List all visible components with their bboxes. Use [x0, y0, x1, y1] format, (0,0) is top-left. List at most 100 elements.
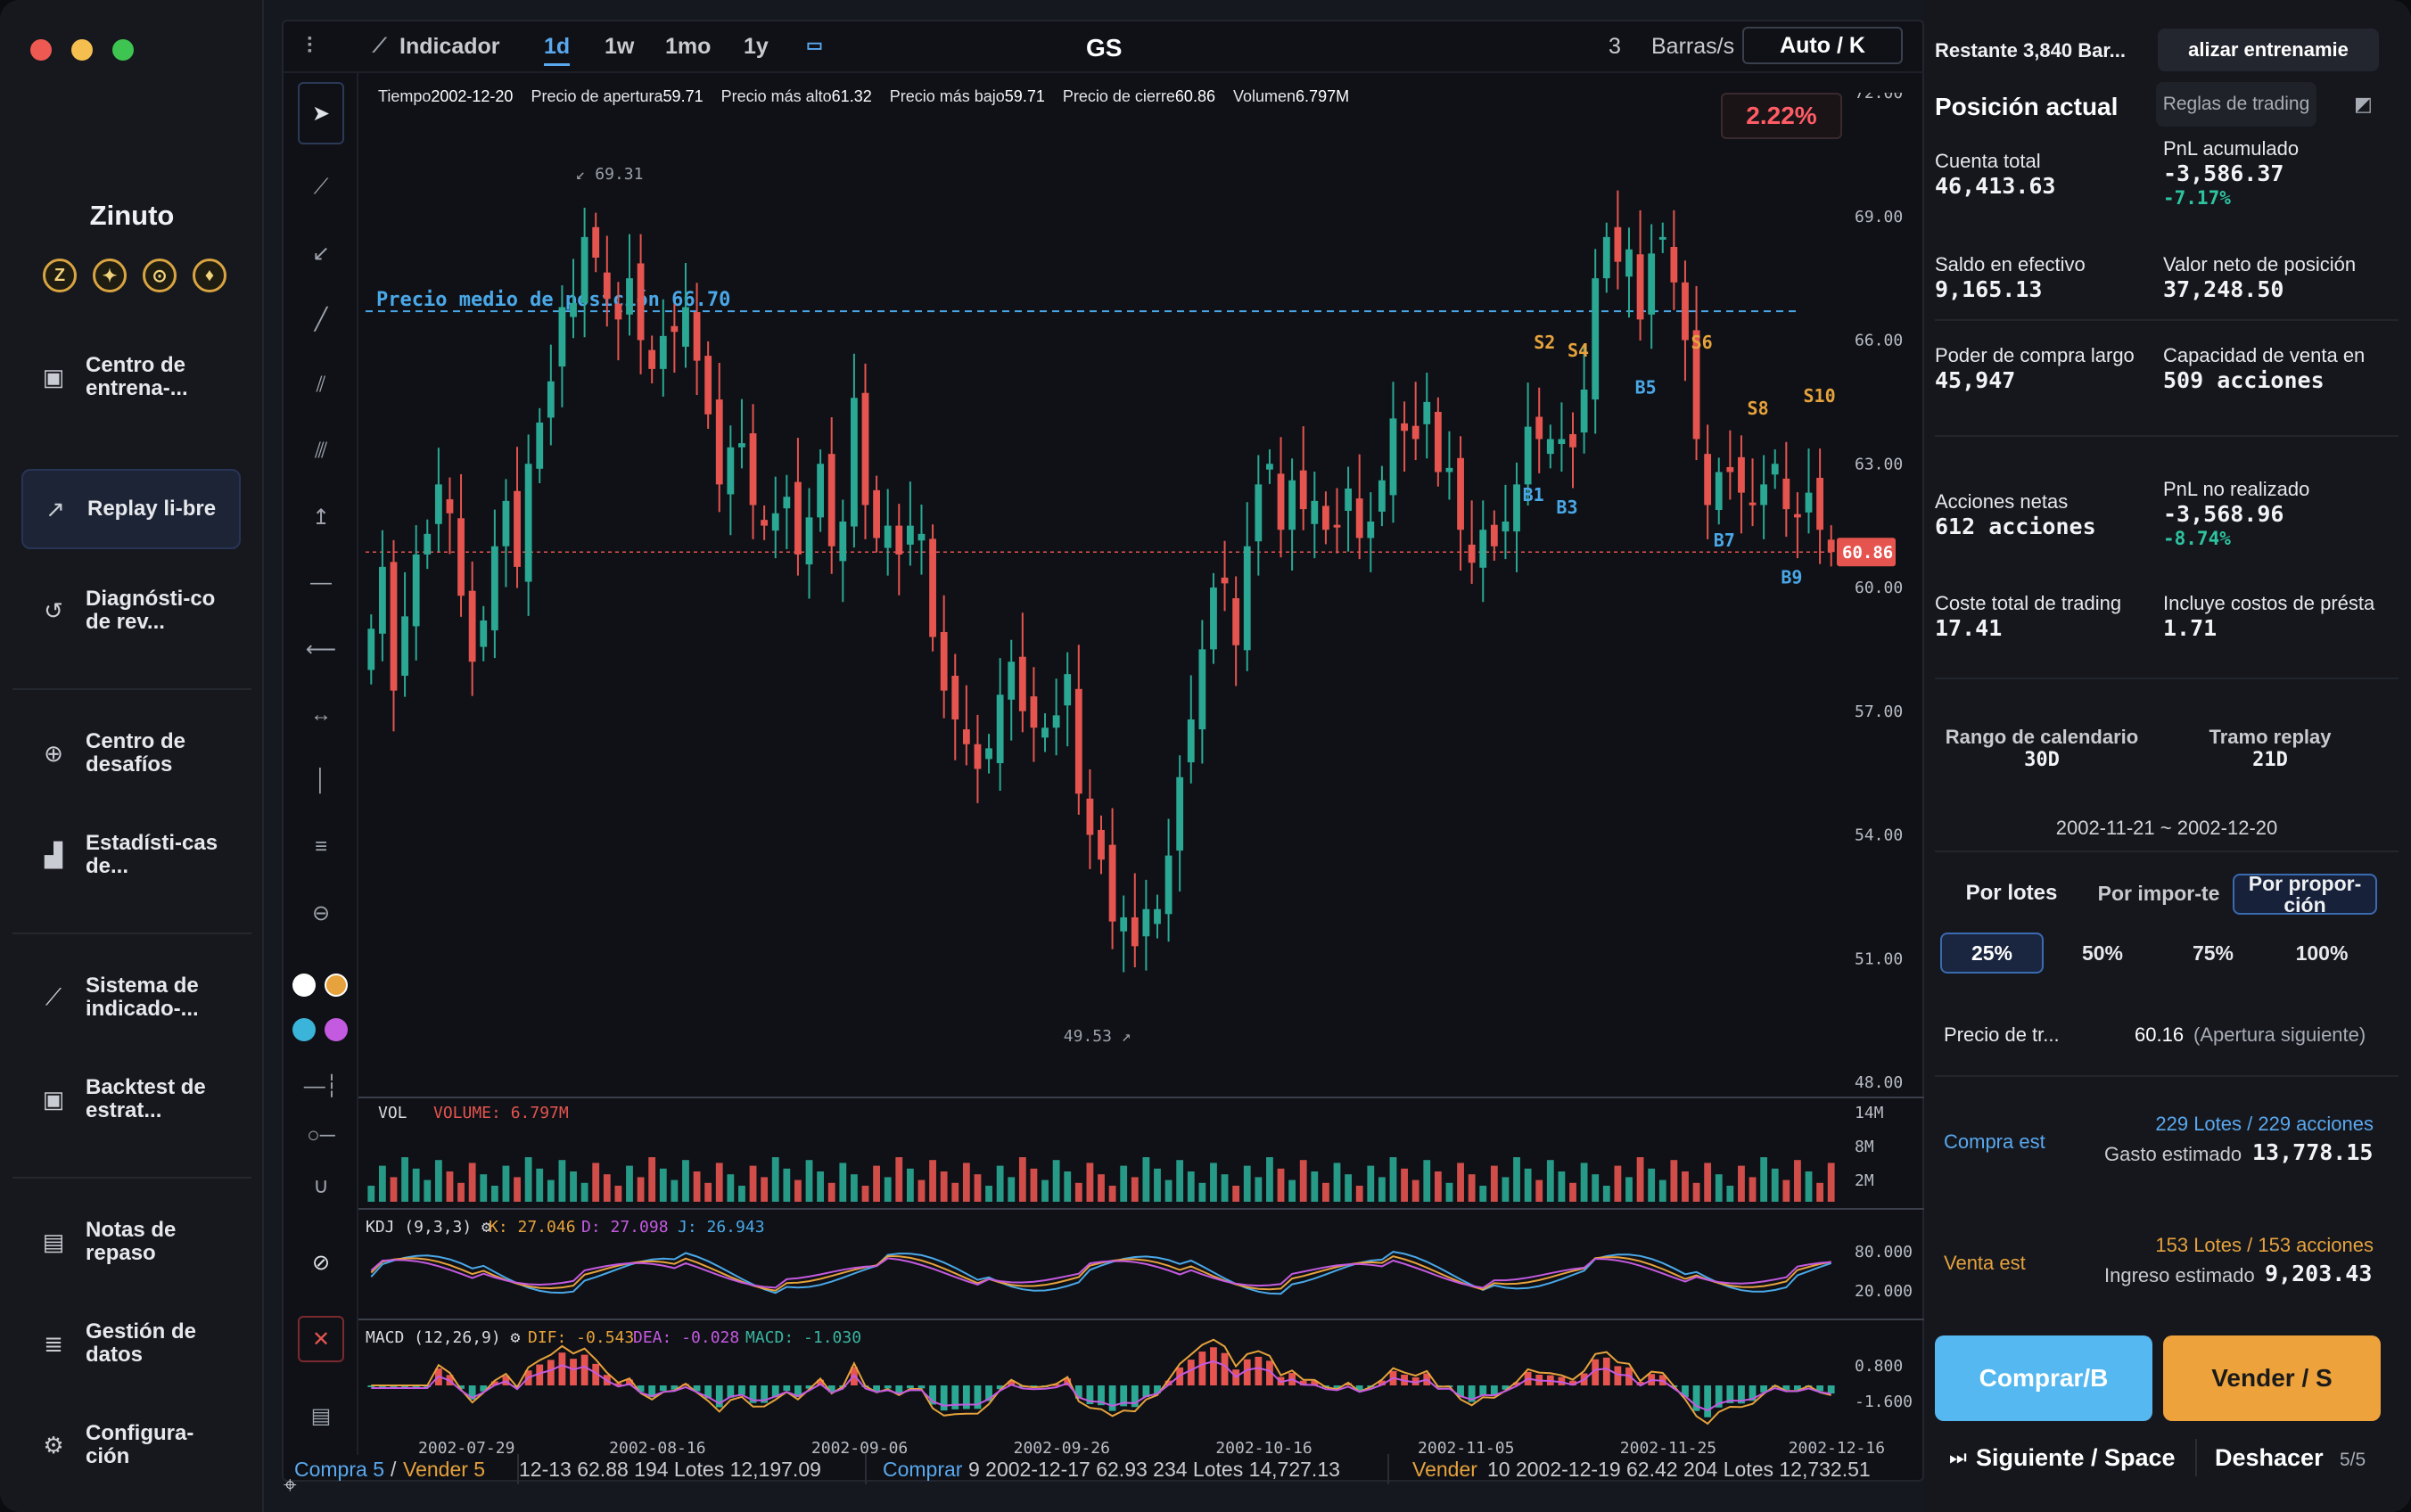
ray-tool-icon[interactable]: ↙	[311, 241, 331, 266]
hide-drawings-icon[interactable]: ⊘	[311, 1250, 331, 1275]
purple-swatch-icon[interactable]	[325, 1018, 348, 1041]
cursor-tool-icon[interactable]: ➤	[298, 82, 344, 144]
tab-1w[interactable]: 1w	[605, 34, 635, 59]
trade-record[interactable]: 10 2002-12-19 62.42 204 Lotes 12,732.51	[1487, 1457, 1871, 1481]
wallet-icon[interactable]: ◩	[2354, 93, 2373, 115]
width-slider-icon[interactable]: ○─	[307, 1123, 335, 1147]
measure-tool-icon[interactable]: ⊖	[311, 900, 331, 925]
sidebar-item-training-center[interactable]: ▣ Centro de entrena-...	[21, 337, 241, 417]
price-axis-tick: 48.00	[1855, 1073, 1903, 1092]
arrow-up-tool-icon[interactable]: ↥	[311, 505, 331, 530]
horizontal-ray-icon[interactable]: ⟵	[305, 637, 337, 662]
candle-body	[390, 562, 398, 691]
speed-value[interactable]: 3	[1609, 34, 1621, 59]
candles-icon[interactable]: ⫶	[307, 34, 313, 59]
coin-icon[interactable]: Z	[43, 259, 77, 292]
fib-tool-icon[interactable]: ≡	[314, 834, 327, 859]
sell-marker: S10	[1804, 385, 1836, 407]
vertical-line-icon[interactable]: │	[314, 768, 328, 793]
macd-hist-bar	[1255, 1356, 1263, 1385]
auto-k-button[interactable]: Auto / K	[1742, 27, 1903, 64]
buy-button[interactable]: Comprar/B	[1935, 1335, 2152, 1421]
coin-icon[interactable]: ♦	[193, 259, 226, 292]
indicator-button[interactable]: Indicador	[399, 34, 500, 59]
sell-button[interactable]: Vender / S	[2163, 1335, 2381, 1421]
macd-hist-bar	[940, 1385, 948, 1411]
line-style-icon[interactable]: —┆	[303, 1073, 339, 1098]
price-chart[interactable]: 72.00 69.00 66.00 63.00 60.00 57.00 54.00 51.00…	[284, 93, 1926, 1483]
tab-by-amount[interactable]: Por impor-te	[2097, 882, 2220, 905]
symbol-title: GS	[1086, 34, 1123, 62]
candle-body	[1546, 439, 1554, 455]
macd-hist-bar	[1008, 1380, 1016, 1385]
pct-75-button[interactable]: 75%	[2192, 941, 2234, 965]
cyan-swatch-icon[interactable]	[292, 1018, 316, 1041]
calendar-range-value: 30D	[2024, 749, 2060, 771]
macd-hist-bar	[1816, 1385, 1824, 1392]
tab-by-lots[interactable]: Por lotes	[1965, 881, 2058, 905]
macd-hist-bar	[749, 1385, 757, 1403]
trade-record[interactable]: 12-13 62.88 194 Lotes 12,197.09	[519, 1457, 821, 1481]
macd-hist-bar	[1052, 1384, 1060, 1386]
macd-hist-bar	[929, 1385, 936, 1405]
volume-bar	[1389, 1157, 1397, 1202]
volume-bar	[1738, 1165, 1745, 1202]
macd-hist-bar	[1468, 1385, 1476, 1402]
trade-record[interactable]: 9 2002-12-17 62.93 234 Lotes 14,727.13	[968, 1457, 1340, 1481]
coin-icon[interactable]: ⊙	[143, 259, 177, 292]
summary-sep: /	[391, 1457, 397, 1481]
pct-25-button[interactable]: 25%	[1940, 933, 2044, 974]
sidebar-item-review-diagnosis[interactable]: ↺ Diagnósti-co de rev...	[21, 571, 241, 651]
close-window-button[interactable]	[30, 39, 52, 61]
change-badge: 2.22%	[1721, 93, 1842, 139]
database-icon: ≣	[44, 1329, 63, 1357]
candle-body	[1221, 577, 1229, 584]
coin-icon[interactable]: ✦	[93, 259, 127, 292]
kdj-axis-tick: 20.000	[1855, 1282, 1913, 1301]
volume-bar	[1558, 1171, 1566, 1202]
candle-body	[794, 481, 802, 555]
tab-by-proportion[interactable]: Por propor-ción	[2233, 874, 2377, 915]
pct-50-button[interactable]: 50%	[2081, 941, 2124, 965]
replay-range-value: 21D	[2252, 749, 2288, 771]
next-button[interactable]: Siguiente / Space	[1976, 1444, 2176, 1471]
sidebar-item-challenges[interactable]: ⊕ Centro de desafíos	[21, 713, 241, 793]
maximize-window-button[interactable]	[112, 39, 134, 61]
sidebar-item-backtest[interactable]: ▣ Backtest de estrat...	[21, 1059, 241, 1139]
undo-button[interactable]: Deshacer	[2215, 1444, 2324, 1471]
notes-icon[interactable]: ▤	[310, 1403, 332, 1428]
sidebar-item-data[interactable]: ≣ Gestión de datos	[21, 1303, 241, 1384]
orange-swatch-icon[interactable]	[325, 974, 348, 997]
tab-1d[interactable]: 1d	[544, 34, 571, 66]
sidebar-item-free-replay[interactable]: ↗ Replay li-bre	[21, 469, 241, 549]
delete-drawings-icon[interactable]: ✕	[298, 1316, 344, 1362]
finish-training-button[interactable]: alizar entrenamie	[2158, 29, 2379, 71]
screen-icon[interactable]: ▭	[806, 36, 823, 55]
sidebar-item-notes[interactable]: ▤ Notas de repaso	[21, 1202, 241, 1282]
segment-tool-icon[interactable]: ↔	[310, 703, 332, 727]
tab-1mo[interactable]: 1mo	[665, 34, 712, 59]
position-panel	[1924, 0, 2411, 1512]
trading-rules-button[interactable]: Reglas de trading	[2156, 82, 2316, 127]
channel-tool-icon[interactable]: ⫽	[316, 373, 326, 397]
volume-bar	[1401, 1168, 1408, 1202]
horizontal-line-icon[interactable]: —	[310, 571, 332, 595]
volume-bar	[1434, 1171, 1442, 1202]
volume-bar	[1311, 1171, 1319, 1202]
parallel-tool-icon[interactable]: ⫻	[314, 439, 328, 463]
white-swatch-icon[interactable]	[292, 974, 316, 997]
magnet-icon[interactable]: ∪	[313, 1173, 329, 1198]
date-axis-tick: 2002-11-05	[1418, 1439, 1514, 1458]
tab-1y[interactable]: 1y	[744, 34, 769, 59]
divider	[1935, 319, 2399, 321]
sidebar-item-settings[interactable]: ⚙ Configura-ción	[21, 1405, 241, 1485]
macd-hist-bar	[1479, 1385, 1487, 1396]
trend-tool-icon[interactable]: ╱	[314, 307, 328, 332]
pct-100-button[interactable]: 100%	[2295, 941, 2349, 965]
sidebar-item-indicators[interactable]: ⟋ Sistema de indicado-...	[21, 957, 241, 1038]
minimize-window-button[interactable]	[71, 39, 93, 61]
volume-bar	[1322, 1182, 1329, 1202]
sidebar-item-statistics[interactable]: ▟ Estadísti-cas de...	[21, 815, 241, 895]
line-tool-icon[interactable]: ⟋	[313, 175, 329, 199]
